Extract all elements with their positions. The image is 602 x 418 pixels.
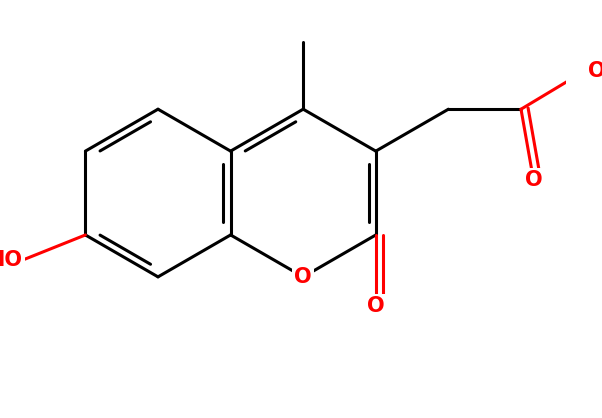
Text: OH: OH	[588, 61, 602, 82]
Text: O: O	[367, 296, 385, 316]
Text: O: O	[525, 171, 542, 191]
Text: O: O	[294, 267, 312, 287]
Text: HO: HO	[0, 250, 22, 270]
